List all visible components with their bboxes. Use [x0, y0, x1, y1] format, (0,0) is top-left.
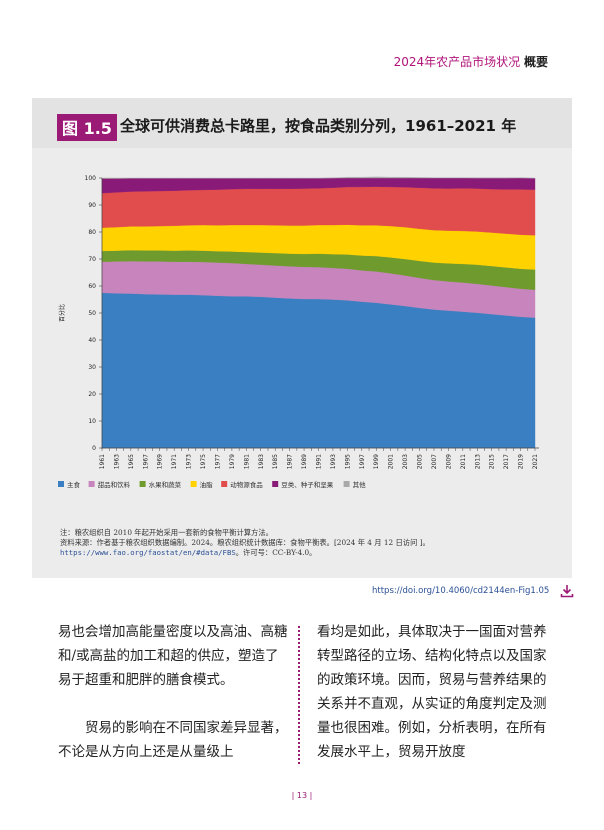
legend-swatch-6 [272, 481, 279, 487]
x-tick-label: 2013 [474, 454, 481, 469]
x-tick-label: 1971 [171, 454, 178, 469]
x-tick-label: 2009 [445, 454, 452, 469]
x-tick-label: 1991 [316, 454, 323, 469]
x-tick-label: 1981 [243, 454, 250, 469]
x-tick-label: 2005 [417, 454, 424, 469]
legend-swatch-3 [139, 481, 146, 487]
x-tick-label: 2011 [460, 454, 467, 469]
stacked-area-chart: 0 10 20 30 40 50 60 70 80 90 100 百分比 1961 1963 1965 196… [58, 175, 539, 489]
legend-swatch-4 [190, 481, 197, 487]
x-tick-label: 1985 [272, 454, 279, 469]
running-header: 2024年农产品市场状况 概要 [394, 53, 548, 70]
legend-label-6: 豆类、种子和坚果 [281, 480, 334, 489]
figure-notes: 注：粮农组织自 2010 年起开始采用一套新的食物平衡计算方法。 资料来源：作者… [60, 528, 430, 558]
x-tick-label: 2017 [503, 454, 510, 469]
column-divider [298, 626, 300, 764]
figure-note: 注：粮农组织自 2010 年起开始采用一套新的食物平衡计算方法。 [60, 528, 273, 537]
x-tick-label: 2001 [388, 454, 395, 469]
legend-swatch-5 [221, 481, 228, 487]
figure-number: 图 1.5 [57, 114, 117, 141]
y-tick-label: 90 [88, 202, 96, 209]
page-number: | 13 | [291, 791, 313, 800]
x-tick-label: 1967 [142, 454, 149, 469]
x-tick-label: 1963 [113, 454, 120, 469]
figure-panel: 图 1.5 全球可供消费总卡路里，按食品类别分列，1961–2021 年 0 10… [32, 98, 572, 578]
y-tick-label: 70 [88, 256, 96, 263]
y-axis-title: 百分比 [58, 304, 66, 322]
x-tick-label: 1989 [301, 454, 308, 469]
download-icon[interactable] [560, 584, 574, 598]
source-link[interactable]: https://www.fao.org/faostat/en/#data/FBS [60, 548, 236, 557]
legend-swatch-2 [88, 481, 95, 487]
license-text: 。许可号：CC-BY-4.0。 [235, 548, 317, 557]
legend-label-2: 甜品和饮料 [98, 480, 131, 489]
x-tick-label: 1987 [287, 454, 294, 469]
legend-swatch-7 [343, 481, 350, 487]
header-section: 概要 [523, 55, 548, 69]
y-tick-label: 30 [88, 364, 96, 371]
y-tick-label: 20 [88, 391, 96, 398]
body-paragraph: 贸易的影响在不同国家差异显著，不论是从方向上还是从量级上 [58, 720, 288, 760]
area-series-7 [101, 176, 536, 179]
y-tick-label: 40 [88, 337, 96, 344]
figure-source: 资料来源：作者基于粮农组织数据编制。2024。粮农组织统计数据库：食物平衡表。[… [60, 538, 430, 547]
y-tick-label: 10 [88, 418, 96, 425]
x-tick-label: 1961 [99, 454, 106, 469]
x-tick-label: 1997 [359, 454, 366, 469]
y-tick-label: 100 [85, 175, 97, 182]
y-tick-label: 80 [88, 229, 96, 236]
legend-label-7: 其他 [353, 480, 367, 489]
body-column-left: 易也会增加高能量密度以及高油、高糖和/或高盐的加工和超的供应，塑造了易于超重和肥… [58, 620, 290, 764]
x-tick-label: 1975 [200, 454, 207, 469]
x-tick-label: 1965 [128, 454, 135, 469]
x-tick-label: 2019 [518, 454, 525, 469]
legend-label-3: 水果和蔬菜 [149, 480, 182, 489]
header-title: 2024年农产品市场状况 [393, 55, 521, 69]
x-tick-label: 1983 [258, 454, 265, 469]
doi-link[interactable]: https://doi.org/10.4060/cd2144en-Fig1.05 [372, 586, 550, 596]
body-paragraph: 易也会增加高能量密度以及高油、高糖和/或高盐的加工和超的供应，塑造了易于超重和肥… [58, 624, 288, 688]
y-tick-label: 0 [92, 445, 96, 452]
legend-label-5: 动物源食品 [230, 480, 263, 489]
area-series-1 [101, 292, 536, 449]
x-tick-label: 2003 [402, 454, 409, 469]
x-tick-label: 1979 [229, 454, 236, 469]
y-tick-label: 50 [88, 310, 96, 317]
x-tick-label: 1969 [157, 454, 164, 469]
legend-label-1: 主食 [67, 480, 81, 489]
x-tick-label: 1999 [373, 454, 380, 469]
x-tick-label: 1993 [330, 454, 337, 469]
figure-source-line: https://www.fao.org/faostat/en/#data/FBS… [60, 548, 430, 558]
legend-swatch-1 [58, 481, 64, 487]
figure-title: 全球可供消费总卡路里，按食品类别分列，1961–2021 年 [120, 117, 517, 135]
x-tick-label: 1995 [344, 454, 351, 469]
legend-label-4: 油脂 [200, 480, 214, 489]
figure-title-band: 图 1.5 全球可供消费总卡路里，按食品类别分列，1961–2021 年 [32, 98, 572, 148]
body-column-right: 看均是如此，具体取决于一国面对营养转型路径的立场、结构化特点以及国家的政策环境。… [317, 620, 549, 764]
y-tick-label: 60 [88, 283, 96, 290]
x-tick-label: 2021 [532, 454, 539, 469]
body-paragraph: 看均是如此，具体取决于一国面对营养转型路径的立场、结构化特点以及国家的政策环境。… [317, 624, 547, 760]
x-tick-label: 2007 [431, 454, 438, 469]
x-tick-label: 1977 [214, 454, 221, 469]
x-tick-label: 2015 [489, 454, 496, 469]
x-tick-label: 1973 [186, 454, 193, 469]
